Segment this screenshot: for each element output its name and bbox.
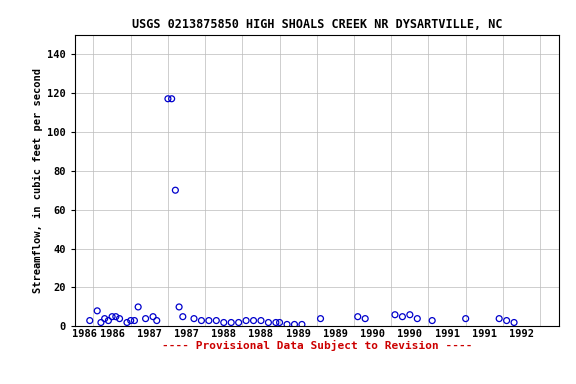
Point xyxy=(316,316,325,322)
Point xyxy=(164,96,173,102)
Point xyxy=(271,319,281,326)
Point xyxy=(104,318,113,324)
Point xyxy=(175,304,184,310)
Point xyxy=(226,319,236,326)
Point xyxy=(406,312,415,318)
Point xyxy=(427,318,437,324)
Point xyxy=(256,318,266,324)
Point xyxy=(391,312,400,318)
Point xyxy=(234,319,243,326)
Point xyxy=(412,316,422,322)
Point xyxy=(178,314,187,320)
Point xyxy=(264,319,273,326)
Point xyxy=(149,314,158,320)
Point xyxy=(108,314,117,320)
Point xyxy=(204,318,214,324)
Point xyxy=(197,318,206,324)
Point xyxy=(297,321,306,328)
Point xyxy=(167,96,176,102)
Point xyxy=(111,314,120,320)
Point xyxy=(219,319,228,326)
Point xyxy=(461,316,470,322)
Point xyxy=(93,308,102,314)
Point xyxy=(126,318,135,324)
Point xyxy=(152,318,161,324)
Point xyxy=(398,314,407,320)
Point xyxy=(141,316,150,322)
Point xyxy=(495,316,504,322)
Point xyxy=(130,318,139,324)
Point xyxy=(282,321,291,328)
Point xyxy=(115,316,124,322)
Point xyxy=(96,319,105,326)
Point xyxy=(509,319,518,326)
Point xyxy=(241,318,251,324)
X-axis label: ---- Provisional Data Subject to Revision ----: ---- Provisional Data Subject to Revisio… xyxy=(161,340,472,351)
Point xyxy=(122,319,131,326)
Point xyxy=(353,314,362,320)
Point xyxy=(85,318,94,324)
Point xyxy=(212,318,221,324)
Title: USGS 0213875850 HIGH SHOALS CREEK NR DYSARTVILLE, NC: USGS 0213875850 HIGH SHOALS CREEK NR DYS… xyxy=(131,18,502,31)
Point xyxy=(170,187,180,193)
Y-axis label: Streamflow, in cubic feet per second: Streamflow, in cubic feet per second xyxy=(33,68,43,293)
Point xyxy=(502,318,511,324)
Point xyxy=(100,316,109,322)
Point xyxy=(134,304,143,310)
Point xyxy=(290,321,299,328)
Point xyxy=(249,318,258,324)
Point xyxy=(361,316,370,322)
Point xyxy=(190,316,199,322)
Point xyxy=(275,319,284,326)
